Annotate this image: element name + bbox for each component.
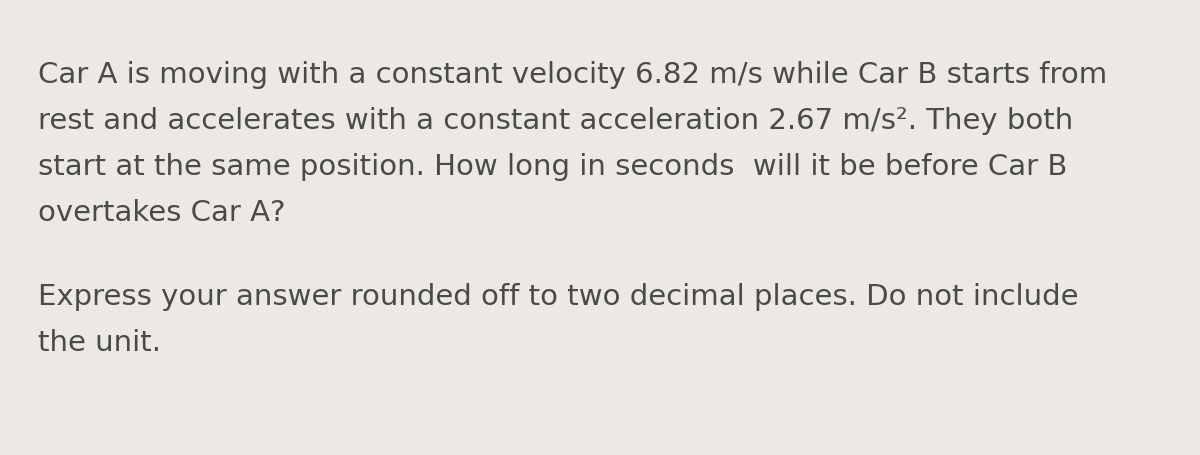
Text: the unit.: the unit. bbox=[38, 328, 161, 356]
Text: rest and accelerates with a constant acceleration 2.67 m/s². They both: rest and accelerates with a constant acc… bbox=[38, 107, 1073, 135]
Text: overtakes Car A?: overtakes Car A? bbox=[38, 198, 286, 227]
Text: Car A is moving with a constant velocity 6.82 m/s while Car B starts from: Car A is moving with a constant velocity… bbox=[38, 61, 1108, 89]
Text: start at the same position. How long in seconds  will it be before Car B: start at the same position. How long in … bbox=[38, 153, 1067, 181]
Text: Express your answer rounded off to two decimal places. Do not include: Express your answer rounded off to two d… bbox=[38, 283, 1079, 310]
